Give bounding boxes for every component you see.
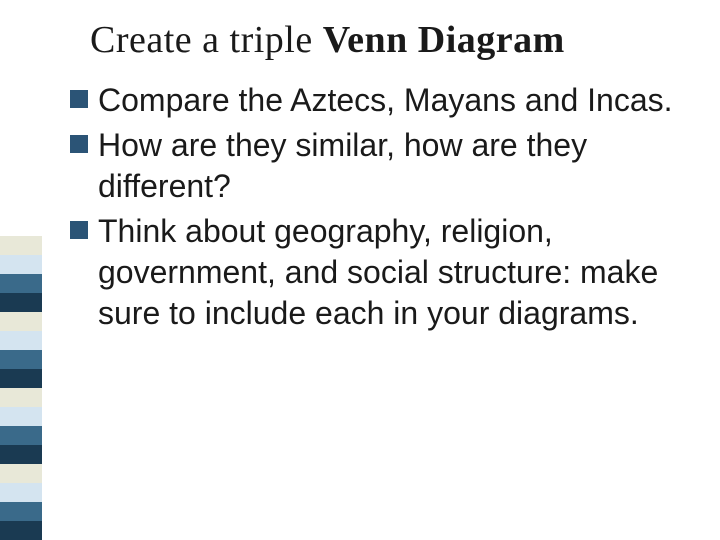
square-bullet-icon — [70, 135, 88, 153]
sidebar-block — [0, 502, 42, 521]
title-bold: Venn Diagram — [323, 19, 565, 61]
sidebar-block — [0, 274, 42, 293]
sidebar-block — [0, 331, 42, 350]
title-prefix: Create a triple — [90, 19, 323, 61]
sidebar-block — [0, 236, 42, 255]
sidebar-block — [0, 483, 42, 502]
sidebar-block — [0, 350, 42, 369]
sidebar-block — [0, 426, 42, 445]
square-bullet-icon — [70, 221, 88, 239]
bullet-text: Compare the Aztecs, Mayans and Incas. — [98, 82, 673, 118]
slide-content: Create a triple Venn Diagram Compare the… — [60, 18, 690, 338]
sidebar-block — [0, 255, 42, 274]
sidebar-block — [0, 521, 42, 540]
sidebar-block — [0, 407, 42, 426]
sidebar-block — [0, 388, 42, 407]
sidebar-block — [0, 369, 42, 388]
bullet-list: Compare the Aztecs, Mayans and Incas. Ho… — [70, 80, 690, 334]
sidebar-block — [0, 464, 42, 483]
square-bullet-icon — [70, 90, 88, 108]
bullet-text: How are they similar, how are they diffe… — [98, 127, 587, 204]
sidebar-block — [0, 312, 42, 331]
sidebar-block — [0, 293, 42, 312]
sidebar-decoration — [0, 236, 42, 540]
bullet-item: How are they similar, how are they diffe… — [70, 125, 690, 207]
bullet-item: Think about geography, religion, governm… — [70, 211, 690, 334]
bullet-text: Think about geography, religion, governm… — [98, 213, 658, 331]
sidebar-block — [0, 445, 42, 464]
slide-title: Create a triple Venn Diagram — [90, 18, 690, 62]
bullet-item: Compare the Aztecs, Mayans and Incas. — [70, 80, 690, 121]
